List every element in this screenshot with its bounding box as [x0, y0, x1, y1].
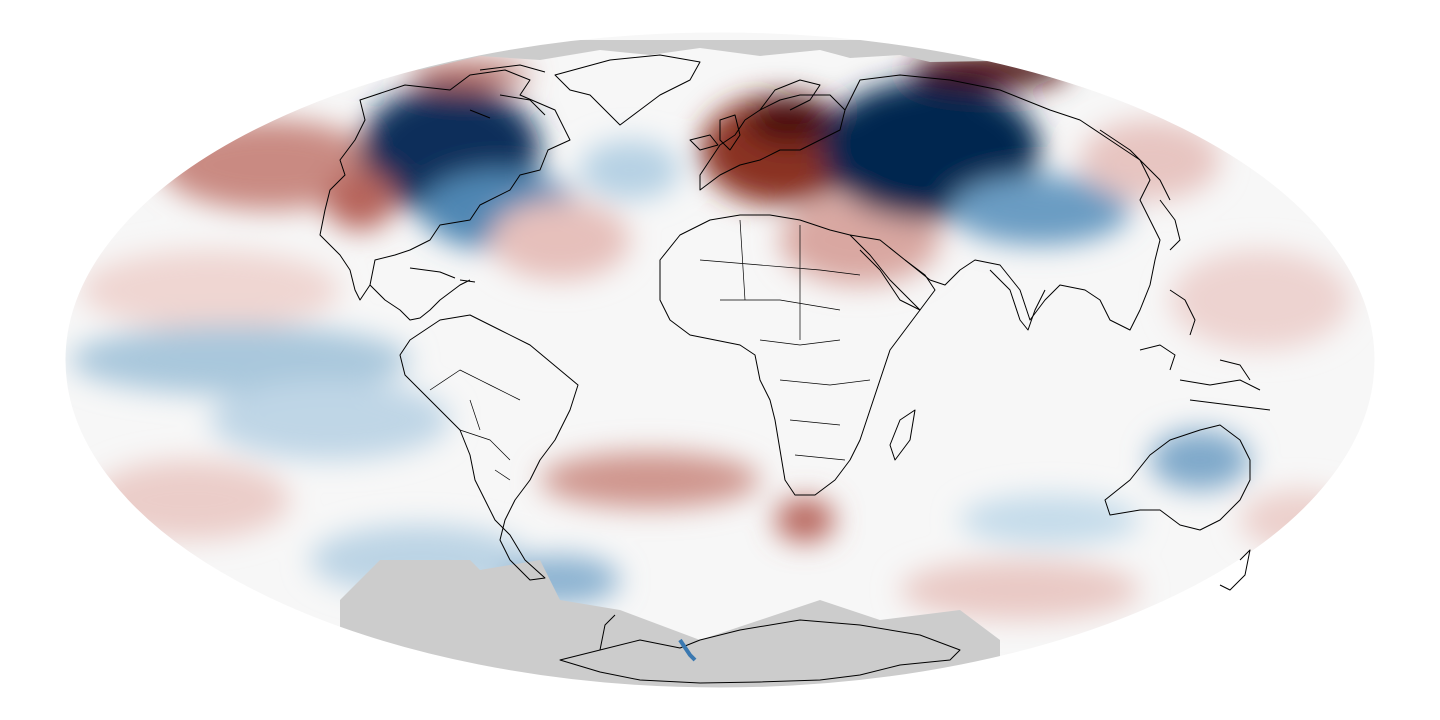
- cool-anomaly-southern-indian-ocean: [960, 495, 1140, 545]
- coastline-arctic-islands: [469, 64, 546, 119]
- coastline-central-america: [369, 279, 471, 321]
- anomaly-field: [70, 40, 1360, 688]
- warm-anomaly-middle-east: [780, 195, 940, 285]
- cool-anomaly-australia: [1150, 430, 1250, 490]
- coastline-madagascar: [889, 409, 916, 461]
- warm-anomaly-western-us: [325, 170, 395, 230]
- no-data-antarctica: [340, 560, 1000, 688]
- borders-africa: [699, 219, 871, 461]
- coastline-iceland: [689, 134, 719, 151]
- coastline-asia: [844, 74, 1161, 331]
- warm-anomaly-southern-ocean-east: [900, 560, 1140, 620]
- no-data-arctic: [400, 40, 1060, 70]
- coastline-cuba: [409, 267, 456, 279]
- coastlines: [319, 54, 1271, 684]
- warm-anomaly-south-atlantic: [540, 452, 760, 508]
- warm-anomaly-north-atlantic: [490, 200, 630, 280]
- warm-anomaly-northwest-pacific: [1080, 120, 1220, 200]
- cool-anomaly-equatorial-pacific: [70, 325, 410, 395]
- coastline-southeast-asia-islands: [1139, 344, 1271, 411]
- warm-anomaly-southern-ocean-west: [90, 460, 290, 540]
- warm-anomaly-west-pacific: [1170, 250, 1350, 350]
- cool-anomaly-southeast-pacific: [210, 380, 450, 460]
- cool-anomaly-north-atlantic: [580, 140, 680, 200]
- coastline-antarctica: [559, 619, 961, 684]
- no-data-regions: [340, 40, 1060, 688]
- coastline-new-zealand: [1219, 549, 1251, 591]
- cool-anomaly-antarctic-peninsula: [678, 638, 697, 662]
- warm-anomaly-south-africa: [775, 498, 835, 542]
- coastline-kamchatka: [1099, 129, 1171, 201]
- coastline-japan: [1159, 199, 1181, 251]
- coastline-australia: [1104, 424, 1251, 531]
- coastline-scandinavia: [759, 79, 821, 111]
- warm-anomaly-europe-core: [745, 95, 835, 145]
- coastline-europe: [699, 94, 846, 191]
- coastline-greenland: [554, 54, 701, 126]
- borders-south-america: [429, 369, 521, 481]
- coastline-philippines: [1169, 289, 1196, 336]
- warm-anomaly-east-pacific-south: [1240, 490, 1360, 550]
- coastline-antarctic-peninsula: [599, 614, 616, 651]
- coastline-africa: [659, 214, 921, 496]
- coastline-india: [989, 269, 1046, 331]
- coastline-arabian-peninsula: [859, 249, 936, 311]
- globe-outline: [64, 31, 1376, 689]
- coastline-britain: [719, 114, 741, 151]
- coastline-north-america: [319, 69, 571, 301]
- cool-anomaly-east-asia: [950, 175, 1130, 245]
- coastline-south-america: [399, 314, 579, 581]
- warm-anomaly-east-pacific: [80, 250, 340, 330]
- coastline-hispaniola: [459, 279, 476, 283]
